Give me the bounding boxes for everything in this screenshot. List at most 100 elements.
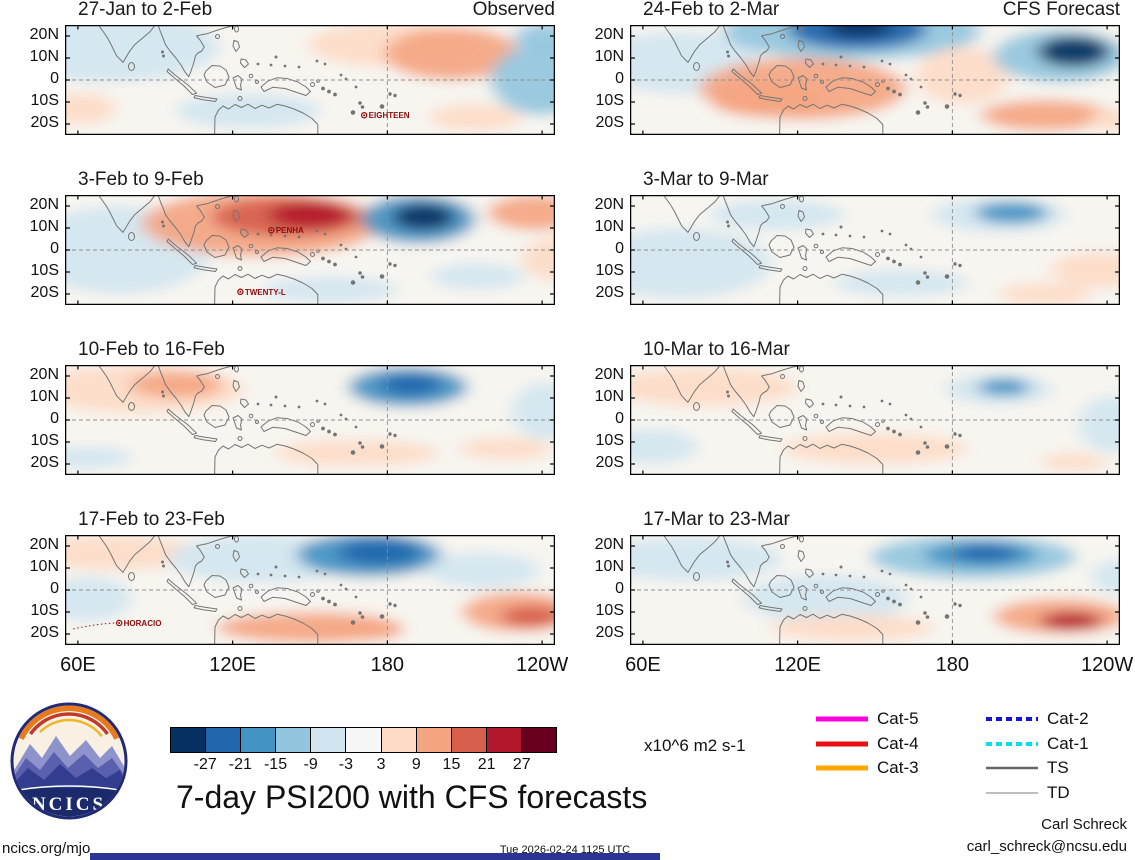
- map-panel-4: 3-Mar to 9-Mar 20N 10N 0 10S 20S: [595, 169, 1120, 305]
- y-tick-label: 10S: [30, 262, 59, 279]
- legend-item-cat-2: Cat-2: [985, 709, 1135, 730]
- ncics-logo: NCICS: [8, 700, 130, 827]
- y-tick-label: 10N: [594, 218, 624, 235]
- legend-item-td: TD: [985, 782, 1135, 804]
- column-header: Observed: [472, 0, 555, 20]
- legend-item-ts: TS: [985, 758, 1135, 779]
- panel-date-title: 27-Jan to 2-Feb: [78, 0, 213, 20]
- y-tick-label: 10N: [29, 218, 59, 235]
- colorbar-segment: [451, 728, 487, 752]
- ncics-logo-art: NCICS: [10, 702, 128, 820]
- anomaly-map: [630, 365, 1120, 475]
- legend-line-cat-1: [986, 741, 1038, 746]
- storm-marker-eighteen: EIGHTEEN: [360, 111, 410, 120]
- storm-label: EIGHTEEN: [369, 111, 410, 120]
- x-tick-label: 120E: [774, 654, 821, 676]
- y-tick-label: 20S: [595, 284, 624, 301]
- y-tick-label: 0: [50, 580, 59, 597]
- legend-label: TD: [1047, 782, 1070, 802]
- colorbar-segment: [416, 728, 452, 752]
- colorbar-tick-label: 3: [376, 756, 386, 773]
- panel-date-title: 3-Feb to 9-Feb: [78, 169, 204, 190]
- colorbar-tick-label: 15: [442, 756, 461, 773]
- storm-marker-penha: PENHA: [268, 226, 304, 235]
- anomaly-map: PENHA TWENTY-L: [65, 195, 555, 305]
- legend-line-cat-5: [816, 716, 868, 722]
- panel-date-title: 3-Mar to 9-Mar: [643, 169, 769, 190]
- footer-credit-name: Carl Schreck: [1041, 816, 1127, 833]
- x-axis-col-2: 60E 120E 180 120W: [625, 654, 1133, 680]
- legend-line-td: [986, 792, 1038, 794]
- y-tick-label: 20S: [30, 114, 59, 131]
- x-tick-label: 120W: [515, 654, 569, 676]
- colorbar: [170, 727, 557, 753]
- x-tick-label: 180: [370, 654, 405, 676]
- anomaly-map: [630, 195, 1120, 305]
- y-tick-label: 0: [615, 580, 624, 597]
- y-tick-label: 20N: [29, 366, 59, 383]
- colorbar-segment: [276, 728, 312, 752]
- x-tick-label: 120E: [209, 654, 256, 676]
- y-tick-label: 10S: [595, 262, 624, 279]
- y-tick-label: 0: [615, 70, 624, 87]
- panel-date-title: 10-Mar to 16-Mar: [643, 339, 790, 360]
- colorbar-segment: [206, 728, 242, 752]
- colorbar-tick-label: -15: [263, 756, 288, 773]
- y-tick-label: 10S: [30, 92, 59, 109]
- y-tick-label: 10N: [29, 558, 59, 575]
- map-panel-1: 27-Jan to 2-Feb Observed 20N 10N 0 10S 20S EIGH…: [30, 0, 555, 135]
- colorbar-segment: [171, 728, 207, 752]
- x-tick-label: 60E: [625, 654, 661, 676]
- y-tick-label: 10S: [30, 432, 59, 449]
- x-axis-col-1: 60E 120E 180 120W: [60, 654, 568, 680]
- legend-item-cat-1: Cat-1: [985, 733, 1135, 755]
- colorbar-tick-label: -27: [193, 756, 217, 773]
- legend-label: Cat-1: [1047, 733, 1089, 753]
- colorbar-tick-label: 9: [411, 756, 421, 773]
- colorbar-tick-label: -9: [303, 756, 318, 773]
- y-tick-label: 20N: [29, 196, 59, 213]
- legend-label: Cat-2: [1047, 709, 1089, 728]
- colorbar-segment: [346, 728, 382, 752]
- y-tick-label: 0: [615, 240, 624, 257]
- y-tick-label: 0: [50, 240, 59, 257]
- map-panel-2: 24-Feb to 2-Mar CFS Forecast 20N 10N 0 10S 20S: [595, 0, 1120, 135]
- x-tick-label: 120W: [1080, 654, 1134, 676]
- map-panel-5: 10-Feb to 16-Feb 20N 10N 0 10S 20S: [30, 339, 555, 475]
- y-tick-label: 20N: [594, 366, 624, 383]
- map-panel-6: 10-Mar to 16-Mar 20N 10N 0 10S 20S: [595, 339, 1120, 475]
- panel-date-title: 17-Mar to 23-Mar: [643, 509, 790, 530]
- colorbar-tick-label: 27: [512, 756, 531, 773]
- colorbar-tick-label: -3: [338, 756, 354, 773]
- legend-label: Cat-3: [877, 758, 919, 778]
- y-tick-label: 10N: [594, 48, 624, 65]
- y-tick-label: 10N: [594, 388, 624, 405]
- map-panel-8: 17-Mar to 23-Mar 20N 10N 0 10S 20S: [595, 509, 1120, 645]
- anomaly-map: EIGHTEEN: [65, 25, 555, 135]
- storm-label: PENHA: [276, 226, 304, 235]
- colorbar-segment: [381, 728, 417, 752]
- y-tick-label: 10N: [29, 48, 59, 65]
- colorbar-tick-label: 21: [477, 756, 496, 773]
- y-tick-label: 0: [50, 70, 59, 87]
- bottom-bar: [90, 853, 660, 860]
- y-tick-label: 20N: [29, 536, 59, 553]
- map-panel-3: 3-Feb to 9-Feb 20N 10N 0 10S 20S PENHA TWENTY-L: [30, 169, 555, 305]
- storm-label: HORACIO: [124, 619, 162, 628]
- colorbar-tick-label: -21: [228, 756, 252, 773]
- y-tick-label: 20N: [594, 26, 624, 43]
- map-panel-7: 17-Feb to 23-Feb 20N 10N 0 10S 20S HORACIO: [30, 509, 555, 645]
- legend-line-cat-2: [986, 717, 1038, 721]
- legend-label: TS: [1047, 758, 1069, 778]
- legend-line-cat-4: [816, 741, 868, 747]
- anomaly-map: [65, 365, 555, 475]
- y-tick-label: 10N: [29, 388, 59, 405]
- panel-date-title: 24-Feb to 2-Mar: [643, 0, 780, 20]
- y-tick-label: 20S: [595, 114, 624, 131]
- footer-credit-email: carl_schreck@ncsu.edu: [966, 838, 1127, 855]
- anomaly-map: [630, 25, 1120, 135]
- y-tick-label: 10S: [595, 92, 624, 109]
- figure-title: 7-day PSI200 with CFS forecasts: [176, 779, 648, 815]
- legend-line-cat-3: [816, 765, 868, 771]
